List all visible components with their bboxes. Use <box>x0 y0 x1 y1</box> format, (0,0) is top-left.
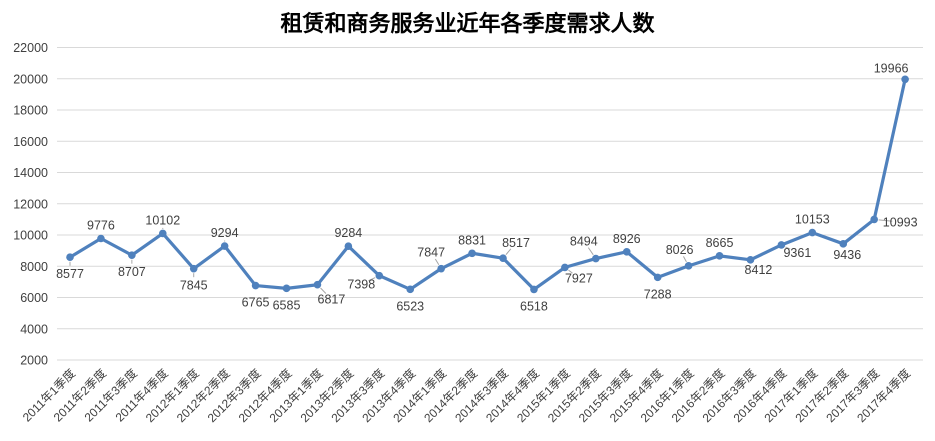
data-point-label: 8926 <box>613 232 641 246</box>
data-point-label: 10102 <box>145 213 180 227</box>
data-point-label: 7398 <box>347 278 375 292</box>
data-point-marker <box>128 251 136 260</box>
label-leader-line <box>505 248 512 256</box>
data-point-label: 8517 <box>502 236 530 250</box>
y-axis-tick-label: 18000 <box>13 104 48 118</box>
y-axis-tick-label: 10000 <box>13 229 48 243</box>
data-point-marker <box>622 247 631 256</box>
data-point-marker <box>375 271 384 280</box>
y-axis-tick-label: 22000 <box>13 41 48 55</box>
label-leader-line <box>320 287 327 294</box>
data-point-label: 7847 <box>417 246 445 260</box>
data-point-label: 8412 <box>745 263 773 277</box>
series-line <box>68 77 907 292</box>
data-point-label: 9361 <box>783 246 811 260</box>
data-point-label: 8494 <box>570 235 598 249</box>
data-point-marker <box>839 240 848 248</box>
data-point-label: 9294 <box>211 226 239 240</box>
data-point-marker <box>715 252 724 260</box>
data-point-marker <box>468 249 476 258</box>
data-point-marker <box>592 254 600 263</box>
data-point-marker <box>901 75 909 84</box>
y-axis-tick-label: 2000 <box>20 354 48 368</box>
data-point-marker <box>653 273 662 282</box>
data-point-label: 6523 <box>396 299 424 313</box>
label-leader-line <box>587 247 594 256</box>
y-axis-tick-label: 14000 <box>13 166 48 180</box>
y-axis-tick-label: 16000 <box>13 135 48 149</box>
y-axis-tick-label: 8000 <box>20 260 48 274</box>
data-point-marker <box>808 228 817 237</box>
data-point-label: 10993 <box>883 215 918 229</box>
y-axis-tick-label: 4000 <box>20 322 48 336</box>
data-point-marker <box>870 215 878 224</box>
data-point-label: 6817 <box>318 293 346 307</box>
data-point-marker <box>684 262 693 270</box>
data-point-marker <box>344 242 353 250</box>
data-point-label: 8577 <box>56 267 84 281</box>
data-point-marker <box>530 285 538 294</box>
data-point-marker <box>499 254 507 262</box>
data-point-label: 6765 <box>242 296 270 310</box>
data-point-label: 6518 <box>520 299 548 313</box>
data-point-marker <box>313 280 322 289</box>
label-leader-line <box>568 269 573 274</box>
data-point-marker <box>97 234 105 243</box>
data-point-marker <box>158 229 167 238</box>
y-axis-tick-label: 6000 <box>20 291 48 305</box>
label-leader-line <box>434 258 440 266</box>
data-point-label: 8665 <box>706 236 734 250</box>
data-point-label: 7288 <box>644 287 672 301</box>
data-point-label: 7927 <box>565 271 593 285</box>
data-point-marker <box>220 242 229 250</box>
chart-title: 租赁和商务服务业近年各季度需求人数 <box>280 11 655 36</box>
y-axis-tick-label: 20000 <box>13 72 48 86</box>
data-point-marker <box>777 241 786 249</box>
data-point-label: 6585 <box>273 298 301 312</box>
data-point-label: 19966 <box>874 61 909 75</box>
data-point-marker <box>66 253 74 262</box>
data-point-marker <box>282 284 291 293</box>
data-point-label: 7845 <box>180 279 208 293</box>
data-point-marker <box>406 285 415 294</box>
data-point-label: 8831 <box>458 233 486 247</box>
data-point-marker <box>437 264 445 273</box>
data-point-label: 9284 <box>334 226 362 240</box>
y-axis-tick-label: 12000 <box>13 197 48 211</box>
label-leader-line <box>368 277 376 282</box>
label-leader-line <box>878 219 893 222</box>
data-point-label: 8707 <box>118 265 146 279</box>
data-point-label: 8026 <box>666 243 694 257</box>
label-leader-line <box>682 256 687 263</box>
label-leader-line <box>785 246 791 250</box>
data-point-marker <box>561 263 569 272</box>
data-point-marker <box>251 281 260 290</box>
data-point-marker <box>189 264 198 273</box>
data-point-label: 9436 <box>833 248 861 262</box>
data-point-marker <box>746 256 755 264</box>
data-point-label: 10153 <box>795 213 830 227</box>
data-point-label: 9776 <box>87 219 115 233</box>
